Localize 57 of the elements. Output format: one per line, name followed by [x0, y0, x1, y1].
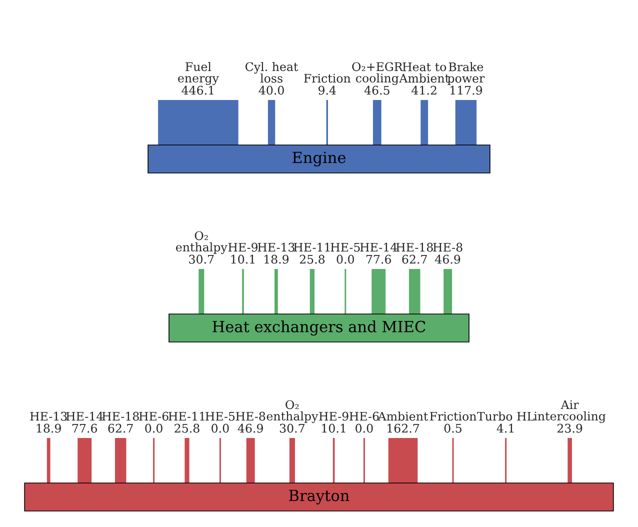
- data-label: 30.7: [280, 424, 304, 433]
- data-label: 40.0: [258, 86, 284, 95]
- text: Heat exchangers and MIEC: [212, 320, 426, 336]
- category-label: HE-9: [319, 412, 348, 421]
- category-label: O₂ enthalpy: [176, 231, 228, 254]
- category-label: Fuel energy: [178, 62, 219, 85]
- data-label: 41.2: [412, 86, 436, 95]
- category-label: Friction: [304, 74, 351, 83]
- category-label: HE-14: [360, 242, 398, 252]
- category-label: HE-8: [433, 242, 462, 252]
- data-label: 77.6: [72, 424, 97, 433]
- data-label: 77.6: [366, 254, 391, 264]
- data-label: 10.1: [322, 424, 346, 433]
- category-label: HE-11: [294, 242, 330, 252]
- category-label: HE-5: [330, 242, 360, 252]
- category-label: HE-13: [258, 242, 294, 252]
- data-label: 4.1: [496, 424, 514, 433]
- category-label: Ambient: [378, 412, 428, 421]
- data-label: 46.9: [435, 254, 460, 264]
- category-label: Air intercooling: [534, 400, 606, 423]
- data-label: 30.7: [189, 254, 214, 264]
- category-label: HE-13: [30, 412, 67, 421]
- data-label: 0.0: [336, 254, 354, 264]
- data-label: 25.8: [300, 254, 325, 264]
- data-label: 9.4: [318, 86, 336, 95]
- data-label: 25.8: [174, 424, 200, 433]
- category-label: HE-5: [206, 412, 235, 421]
- data-label: 23.9: [557, 424, 582, 433]
- data-label: 117.9: [450, 86, 482, 95]
- data-label: 162.7: [388, 424, 420, 433]
- data-label: 18.9: [264, 254, 289, 264]
- category-label: Turbo HL: [477, 412, 534, 421]
- category-label: HE-11: [168, 412, 204, 421]
- text: Engine: [292, 152, 346, 166]
- category-label: HE-9: [228, 242, 258, 252]
- category-label: Friction: [430, 412, 476, 421]
- category-label: HE-14: [66, 412, 104, 421]
- data-label: 46.5: [364, 86, 390, 95]
- data-label: 0.0: [145, 424, 162, 433]
- text: Brayton: [289, 490, 350, 504]
- category-label: HE-18: [396, 242, 433, 252]
- category-label: HE-8: [236, 412, 266, 421]
- category-label: Brake power: [448, 62, 485, 85]
- data-label: 46.9: [238, 424, 263, 433]
- data-label: 0.0: [212, 424, 229, 433]
- category-label: HE-6: [350, 412, 379, 421]
- category-label: O₂ enthalpy: [266, 400, 318, 423]
- data-label: 62.7: [108, 424, 133, 433]
- data-label: 446.1: [182, 86, 214, 95]
- category-label: Cyl. heat loss: [246, 62, 298, 83]
- category-label: HE-6: [139, 412, 168, 421]
- category-label: HE-18: [102, 412, 139, 421]
- data-label: 62.7: [402, 254, 427, 264]
- data-label: 0.5: [444, 424, 462, 433]
- data-label: 18.9: [36, 424, 61, 433]
- data-label: 0.0: [356, 424, 373, 433]
- data-label: 10.1: [231, 254, 254, 264]
